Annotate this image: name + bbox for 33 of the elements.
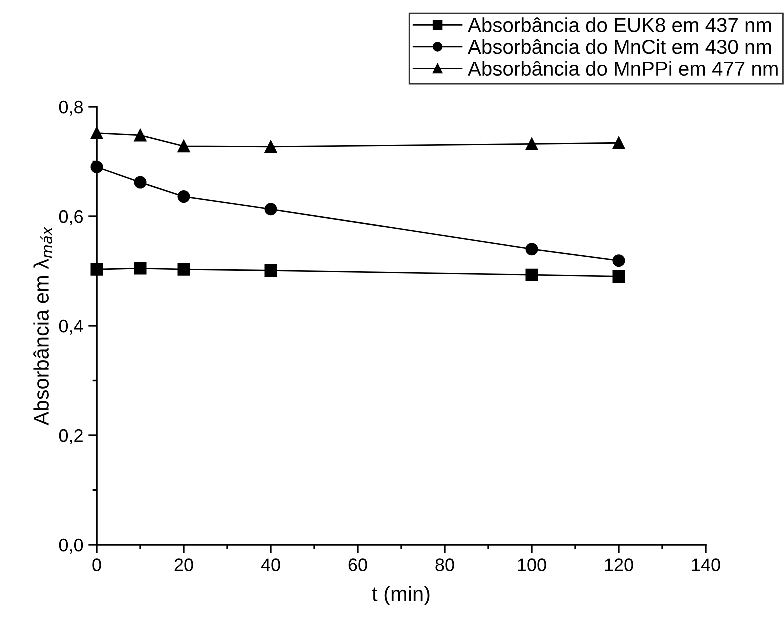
x-tick-label: 40	[261, 558, 280, 572]
y-tick-label: 0,4	[59, 320, 84, 335]
point	[612, 270, 626, 283]
legend-label: Absorbância do MnPPi em 477 nm	[468, 61, 778, 76]
x-tick-label: 120	[605, 558, 634, 572]
x-tick-label: 80	[436, 558, 454, 572]
point	[178, 263, 190, 276]
point	[134, 262, 147, 275]
legend-label: Absorbância do MnCit em 430 nm	[468, 39, 772, 54]
point	[612, 136, 626, 150]
x-tick-label: 140	[692, 558, 720, 572]
point	[526, 243, 538, 256]
x-tick-label: 20	[174, 558, 194, 572]
y-axis-title: Absorbância em λ$_{máx}$	[34, 226, 52, 426]
point	[526, 268, 538, 282]
point	[612, 254, 626, 268]
point	[526, 138, 538, 150]
point	[264, 203, 278, 216]
x-tick-label: 0	[92, 558, 102, 572]
x-tick-label: 60	[348, 558, 368, 572]
x-tick-label: 100	[518, 558, 546, 572]
point	[178, 190, 190, 204]
legend-label: Absorbância do EUK8 em 437 nm	[468, 18, 772, 32]
x-axis-title: t (min)	[372, 586, 430, 606]
point	[134, 176, 147, 189]
point	[178, 140, 190, 153]
y-tick-label: 0,0	[59, 538, 84, 554]
y-tick-label: 0,2	[59, 429, 83, 444]
point	[264, 264, 278, 277]
y-tick-label: 0,6	[59, 210, 84, 226]
point	[264, 140, 278, 154]
point	[134, 129, 147, 142]
y-tick-label: 0,8	[59, 100, 84, 116]
